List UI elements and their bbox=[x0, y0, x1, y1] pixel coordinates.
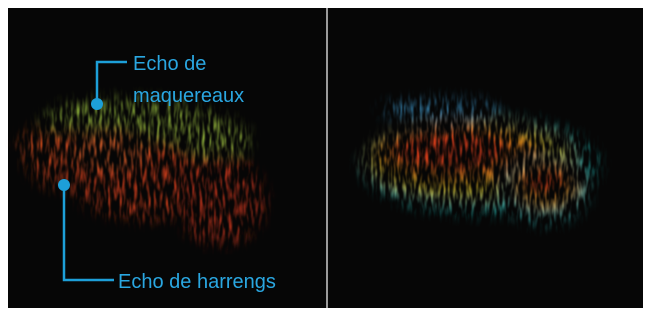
mackerel-marker bbox=[91, 98, 103, 110]
mackerel-label: Echo de bbox=[133, 53, 206, 75]
herring-label: Echo de harrengs bbox=[118, 271, 276, 293]
page: Echo de maquereaux Echo de harrengs bbox=[0, 0, 651, 315]
herring-marker bbox=[58, 179, 70, 191]
mackerel-label: maquereaux bbox=[133, 85, 244, 107]
sonar-image: Echo de maquereaux Echo de harrengs bbox=[0, 0, 651, 315]
